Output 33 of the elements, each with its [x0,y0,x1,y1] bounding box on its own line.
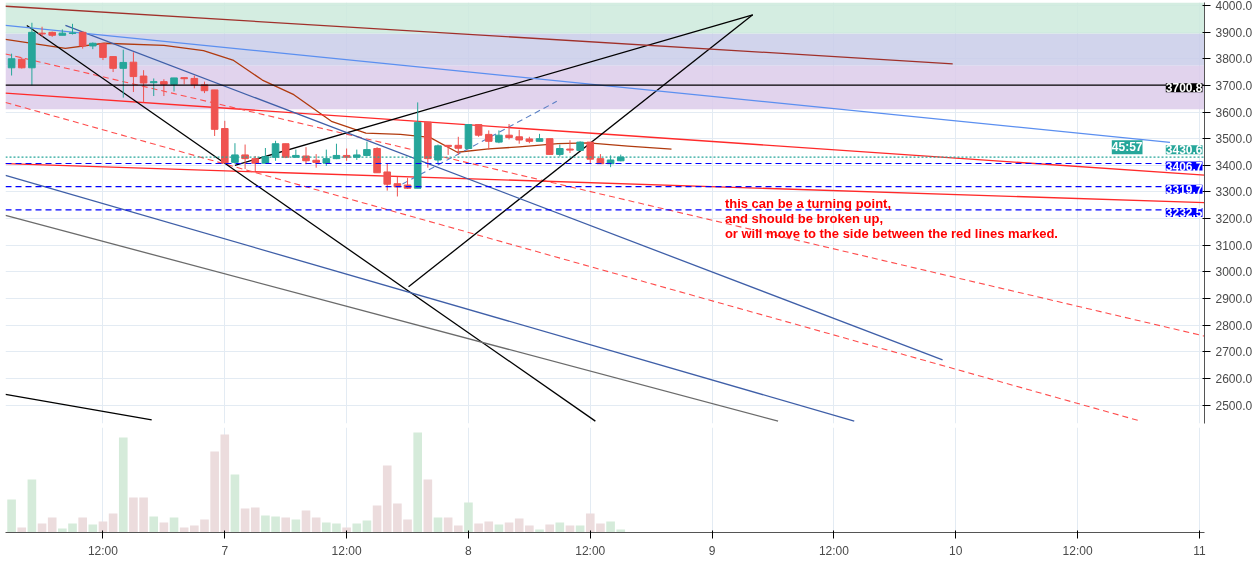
y-tick-label: 2600.0 [1215,371,1253,386]
y-tick-label: 3100.0 [1215,238,1253,253]
y-tick-label: 2800.0 [1215,318,1253,333]
y-tick-label: 3600.0 [1215,105,1253,120]
ref-line-label: 3232.5 [1165,205,1203,220]
y-tick-label: 3800.0 [1215,52,1253,67]
y-tick-label: 2500.0 [1215,398,1253,413]
x-tick-label: 12:00 [87,543,119,558]
ref-line-label: 3319.7 [1165,182,1203,197]
y-tick-label: 3000.0 [1215,265,1253,280]
x-tick-label: 12:00 [575,543,606,558]
ref-line-label: 3406.7 [1165,159,1203,174]
ref-line-label: 3430.6 [1165,143,1203,158]
x-tick-label: 9 [708,543,716,558]
x-tick-label: 7 [221,543,229,558]
y-tick-label: 3900.0 [1215,25,1253,40]
x-tick-label: 11 [1193,543,1206,558]
y-tick-label: 2900.0 [1215,292,1253,307]
y-tick-label: 3500.0 [1215,132,1253,147]
y-tick-label: 3400.0 [1215,158,1253,173]
x-tick-label: 8 [465,543,473,558]
y-tick-label: 3700.0 [1215,78,1253,93]
x-tick-label: 12:00 [818,543,850,558]
y-tick-label: 2700.0 [1215,345,1253,360]
y-tick-label: 3300.0 [1215,185,1253,200]
ref-line-label: 3700.8 [1165,81,1203,96]
x-tick-label: 12:00 [331,543,362,558]
y-tick-label: 4000.0 [1215,0,1253,13]
x-tick-label: 12:00 [1062,543,1093,558]
x-tick-label: 10 [949,543,963,558]
y-tick-label: 3200.0 [1215,212,1253,227]
annotation: this can be a turning point, and should be broken up, or will move to the side between the red lines marked. [724,195,1058,241]
annotation: 45:57 [1111,140,1143,155]
